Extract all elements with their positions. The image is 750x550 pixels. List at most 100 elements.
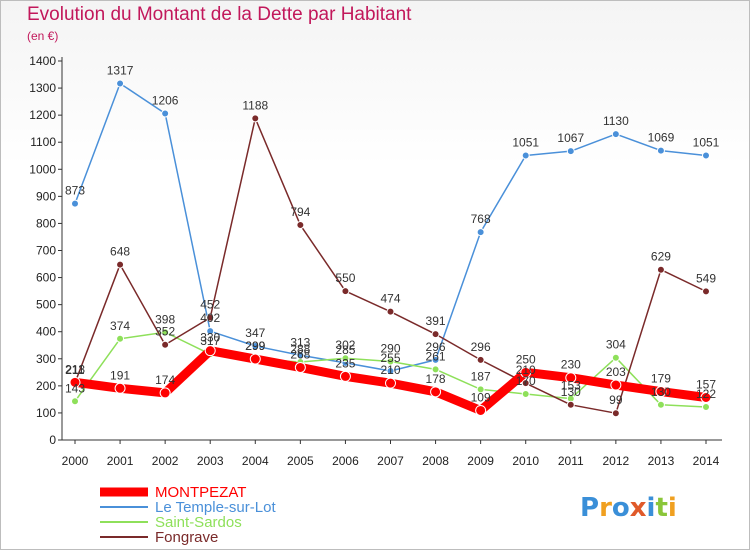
data-label: 391: [426, 314, 446, 328]
data-label: 452: [200, 298, 220, 312]
x-tick-label: 2001: [107, 454, 134, 468]
data-label: 203: [606, 365, 626, 379]
data-label: 99: [609, 393, 623, 407]
data-label: 1067: [557, 131, 584, 145]
data-point: [521, 151, 530, 160]
x-tick-label: 2005: [287, 454, 314, 468]
data-point: [341, 354, 350, 363]
y-tick-label: 400: [36, 325, 56, 339]
y-tick-label: 0: [49, 433, 56, 447]
data-point: [431, 365, 440, 374]
series-group: [69, 79, 712, 418]
y-tick-label: 700: [36, 244, 56, 258]
data-point: [341, 287, 350, 296]
y-tick-label: 300: [36, 352, 56, 366]
data-label: 170: [516, 374, 536, 388]
x-tick-label: 2011: [558, 454, 584, 468]
legend-label: MONTPEZAT: [155, 484, 246, 501]
data-point: [611, 409, 620, 418]
data-point: [610, 379, 622, 391]
x-tick-label: 2013: [648, 454, 675, 468]
data-point: [294, 361, 306, 373]
data-point: [656, 265, 665, 274]
data-label: 191: [110, 368, 130, 382]
data-point: [700, 391, 712, 403]
data-label: 109: [471, 390, 491, 404]
data-label: 317: [200, 334, 220, 348]
legend-label: Saint-Sardos: [155, 514, 242, 531]
data-label: 230: [561, 358, 581, 372]
data-label: 402: [200, 311, 220, 325]
data-label: 768: [471, 212, 491, 226]
data-point: [386, 307, 395, 316]
data-point: [69, 376, 81, 388]
data-point: [611, 353, 620, 362]
data-label: 347: [245, 326, 265, 340]
data-label: 549: [696, 271, 716, 285]
y-tick-label: 1100: [30, 135, 56, 149]
data-point: [431, 330, 440, 339]
data-point: [116, 79, 125, 88]
chart-subtitle: (en €): [27, 29, 59, 43]
data-point: [611, 130, 620, 139]
data-point: [71, 397, 79, 406]
x-tick-label: 2006: [332, 454, 359, 468]
y-tick-label: 1000: [29, 162, 56, 176]
data-label: 873: [65, 184, 85, 198]
data-label: 1051: [693, 135, 720, 149]
data-point: [386, 366, 395, 375]
data-point: [116, 334, 125, 343]
data-label: 374: [110, 319, 130, 333]
data-point: [702, 402, 710, 411]
x-tick-label: 2012: [603, 454, 630, 468]
data-label: 1188: [242, 98, 268, 112]
axes: 0 100 200 300 400 500 600 700 800 900 1000 1100 1200…: [29, 54, 722, 468]
data-label: 250: [516, 352, 536, 366]
data-point: [251, 342, 260, 351]
data-label: 1206: [152, 94, 179, 108]
data-label: 629: [651, 250, 671, 264]
x-tick-label: 2009: [467, 454, 494, 468]
data-label: 398: [155, 312, 175, 326]
y-tick-label: 800: [36, 216, 56, 230]
data-point: [206, 313, 215, 322]
legend-label: Fongrave: [155, 529, 218, 546]
data-point: [385, 377, 396, 389]
data-label: 1051: [512, 135, 539, 149]
data-point: [475, 404, 487, 416]
data-label: 143: [65, 381, 85, 395]
data-label: 794: [290, 205, 310, 219]
x-tick-label: 2004: [242, 454, 269, 468]
data-point: [566, 400, 575, 409]
data-label: 302: [335, 338, 355, 352]
data-label: 179: [651, 372, 671, 386]
y-tick-label: 900: [36, 189, 56, 203]
data-label: 210: [380, 363, 400, 377]
proxiti-logo: Proxiti: [580, 493, 677, 523]
data-label: 330: [200, 331, 220, 345]
y-tick-label: 1300: [29, 81, 56, 95]
x-tick-label: 2008: [422, 454, 449, 468]
data-point: [430, 386, 442, 398]
data-label: 1317: [107, 63, 134, 77]
legend-label: Le Temple-sur-Lot: [155, 499, 276, 516]
data-point: [655, 386, 667, 398]
data-label: 648: [110, 245, 130, 259]
data-label: 157: [696, 377, 716, 391]
data-label: 313: [290, 335, 310, 349]
data-label: 268: [290, 347, 310, 361]
data-point: [431, 355, 440, 364]
data-label: 255: [380, 351, 400, 365]
data-label: 210: [516, 363, 536, 377]
data-point: [656, 400, 665, 409]
data-label: 474: [380, 292, 400, 306]
data-point: [71, 199, 79, 208]
data-point: [161, 109, 170, 118]
data-label: 352: [155, 325, 175, 339]
data-label: 178: [426, 372, 446, 386]
data-point: [114, 382, 126, 394]
data-label: 1130: [603, 114, 629, 128]
